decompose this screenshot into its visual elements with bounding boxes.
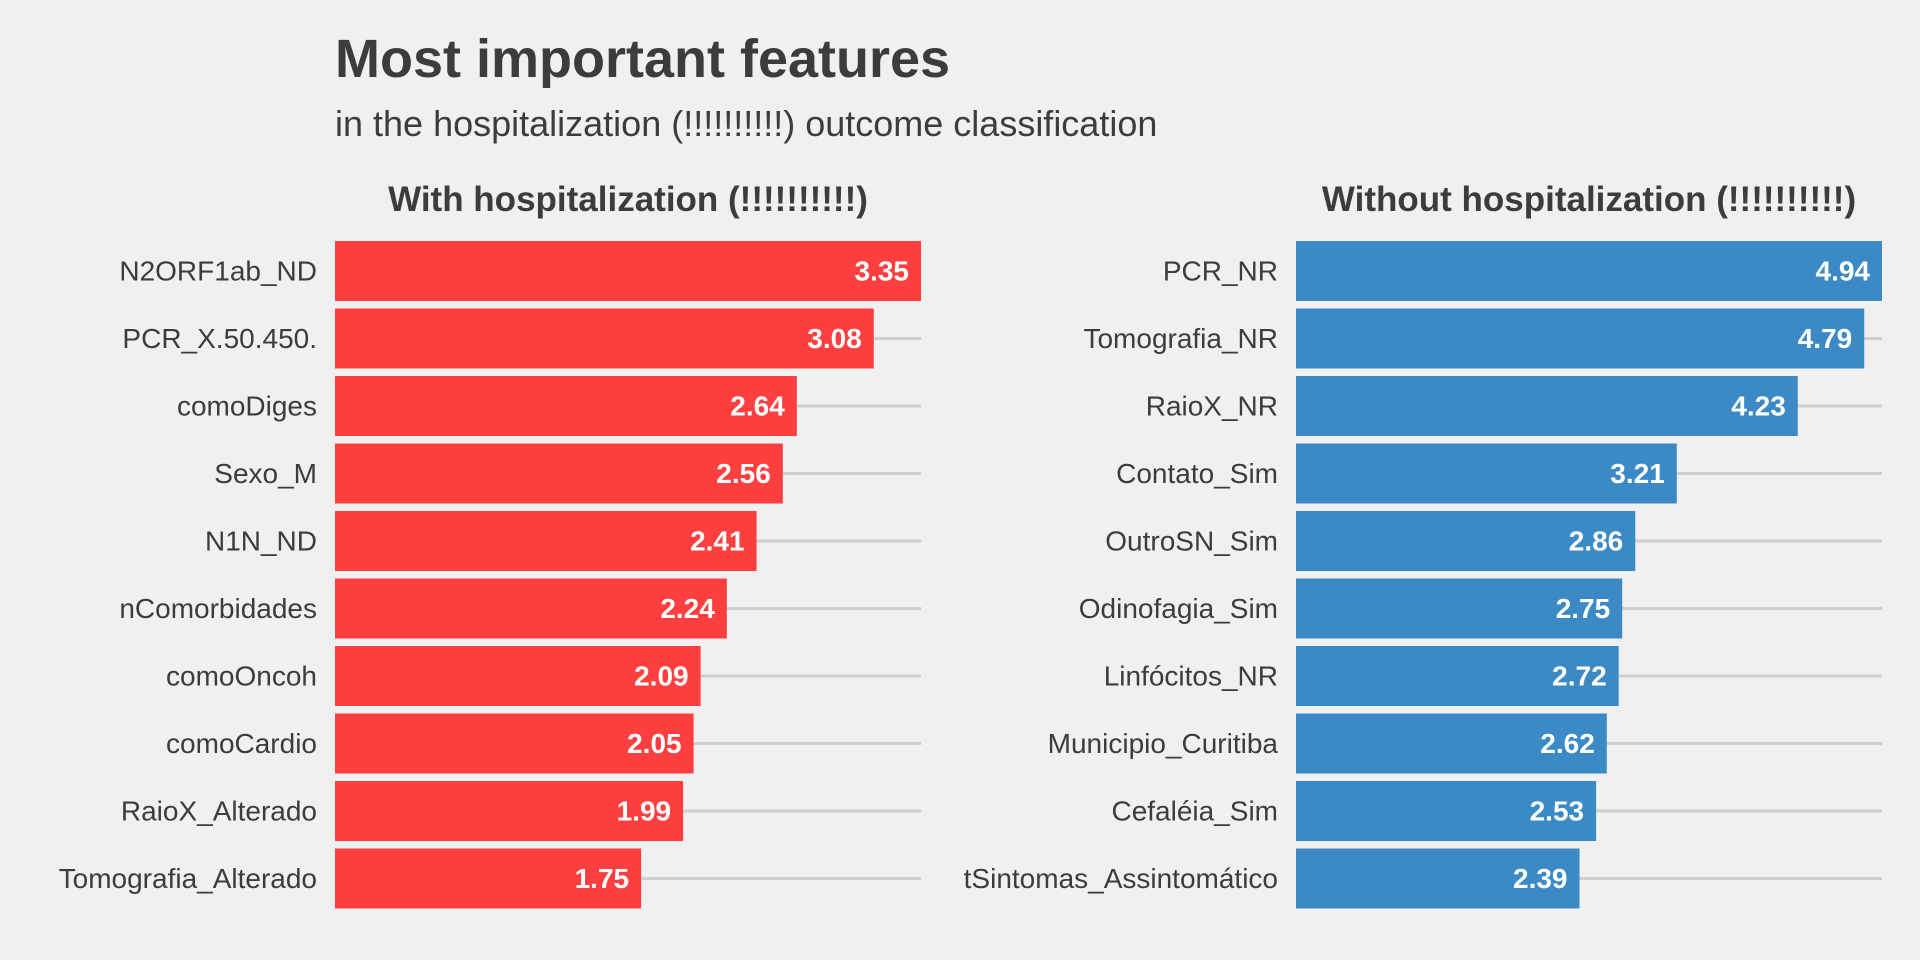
category-label: Tomografia_Alterado: [59, 863, 317, 894]
category-label: comoDiges: [177, 391, 317, 422]
value-label: 2.41: [690, 526, 745, 557]
bar-tSintomas_Assintomático: [1296, 848, 1580, 909]
category-label: Tomografia_NR: [1083, 323, 1278, 354]
category-label: N1N_ND: [205, 526, 317, 557]
bar-RaioX_Alterado: [335, 781, 684, 841]
value-label: 2.75: [1556, 593, 1611, 624]
category-label: RaioX_Alterado: [121, 796, 317, 827]
category-label: comoOncoh: [166, 661, 317, 692]
panel-with-hospitalization: With hospitalization (!!!!!!!!!!) N2ORF1a…: [59, 180, 921, 909]
bar-Municipio_Curitiba: [1296, 713, 1607, 774]
category-label: comoCardio: [166, 728, 317, 759]
category-label: OutroSN_Sim: [1105, 526, 1278, 557]
bar-comoDiges: [335, 376, 797, 436]
bar-RaioX_NR: [1296, 376, 1798, 436]
category-label: Linfócitos_NR: [1104, 661, 1278, 692]
bar-N2ORF1ab_ND: [335, 241, 921, 301]
value-label: 4.79: [1798, 323, 1853, 354]
value-label: 4.23: [1731, 391, 1786, 422]
bar-nComorbidades: [335, 578, 727, 639]
value-label: 2.39: [1513, 863, 1568, 894]
value-label: 3.21: [1610, 458, 1665, 489]
category-label: PCR_NR: [1163, 256, 1278, 287]
bar-Sexo_M: [335, 443, 783, 504]
category-label: Sexo_M: [214, 458, 317, 489]
bar-comoCardio: [335, 713, 694, 774]
bar-Contato_Sim: [1296, 443, 1677, 504]
category-label: PCR_X.50.450.: [122, 323, 317, 354]
value-label: 2.62: [1540, 728, 1595, 759]
bar-Tomografia_Alterado: [335, 848, 642, 909]
chart-subtitle: in the hospitalization (!!!!!!!!!!) outc…: [335, 103, 1158, 144]
category-label: Odinofagia_Sim: [1079, 593, 1278, 624]
category-label: Contato_Sim: [1116, 458, 1278, 489]
facet-title-with-hospitalization: With hospitalization (!!!!!!!!!!): [388, 180, 868, 219]
value-label: 2.53: [1530, 796, 1585, 827]
value-label: 3.35: [855, 256, 910, 287]
bar-PCR_NR: [1296, 241, 1882, 301]
category-label: Municipio_Curitiba: [1048, 728, 1279, 759]
value-label: 2.09: [634, 661, 689, 692]
value-label: 2.56: [716, 458, 771, 489]
value-label: 2.05: [627, 728, 682, 759]
panel-without-hospitalization: Without hospitalization (!!!!!!!!!!) PCR_…: [964, 180, 1882, 909]
value-label: 1.99: [617, 796, 672, 827]
facet-title-without-hospitalization: Without hospitalization (!!!!!!!!!!): [1322, 180, 1856, 219]
category-label: RaioX_NR: [1146, 391, 1278, 422]
value-label: 2.24: [660, 593, 715, 624]
value-label: 2.72: [1552, 661, 1607, 692]
bar-Linfócitos_NR: [1296, 646, 1619, 706]
value-label: 2.86: [1569, 526, 1624, 557]
category-label: Cefaléia_Sim: [1111, 796, 1278, 827]
value-label: 3.08: [807, 323, 862, 354]
bar-Odinofagia_Sim: [1296, 578, 1623, 639]
value-label: 1.75: [575, 863, 630, 894]
bar-Tomografia_NR: [1296, 308, 1865, 369]
bar-Cefaléia_Sim: [1296, 781, 1597, 841]
bar-OutroSN_Sim: [1296, 511, 1636, 571]
category-label: N2ORF1ab_ND: [119, 256, 317, 287]
bar-N1N_ND: [335, 511, 757, 571]
bar-PCR_X.50.450.: [335, 308, 874, 369]
category-label: nComorbidades: [119, 593, 317, 624]
bar-comoOncoh: [335, 646, 701, 706]
value-label: 2.64: [730, 391, 785, 422]
chart-title: Most important features: [335, 29, 951, 89]
category-label: tSintomas_Assintomático: [964, 863, 1278, 894]
value-label: 4.94: [1816, 256, 1871, 287]
